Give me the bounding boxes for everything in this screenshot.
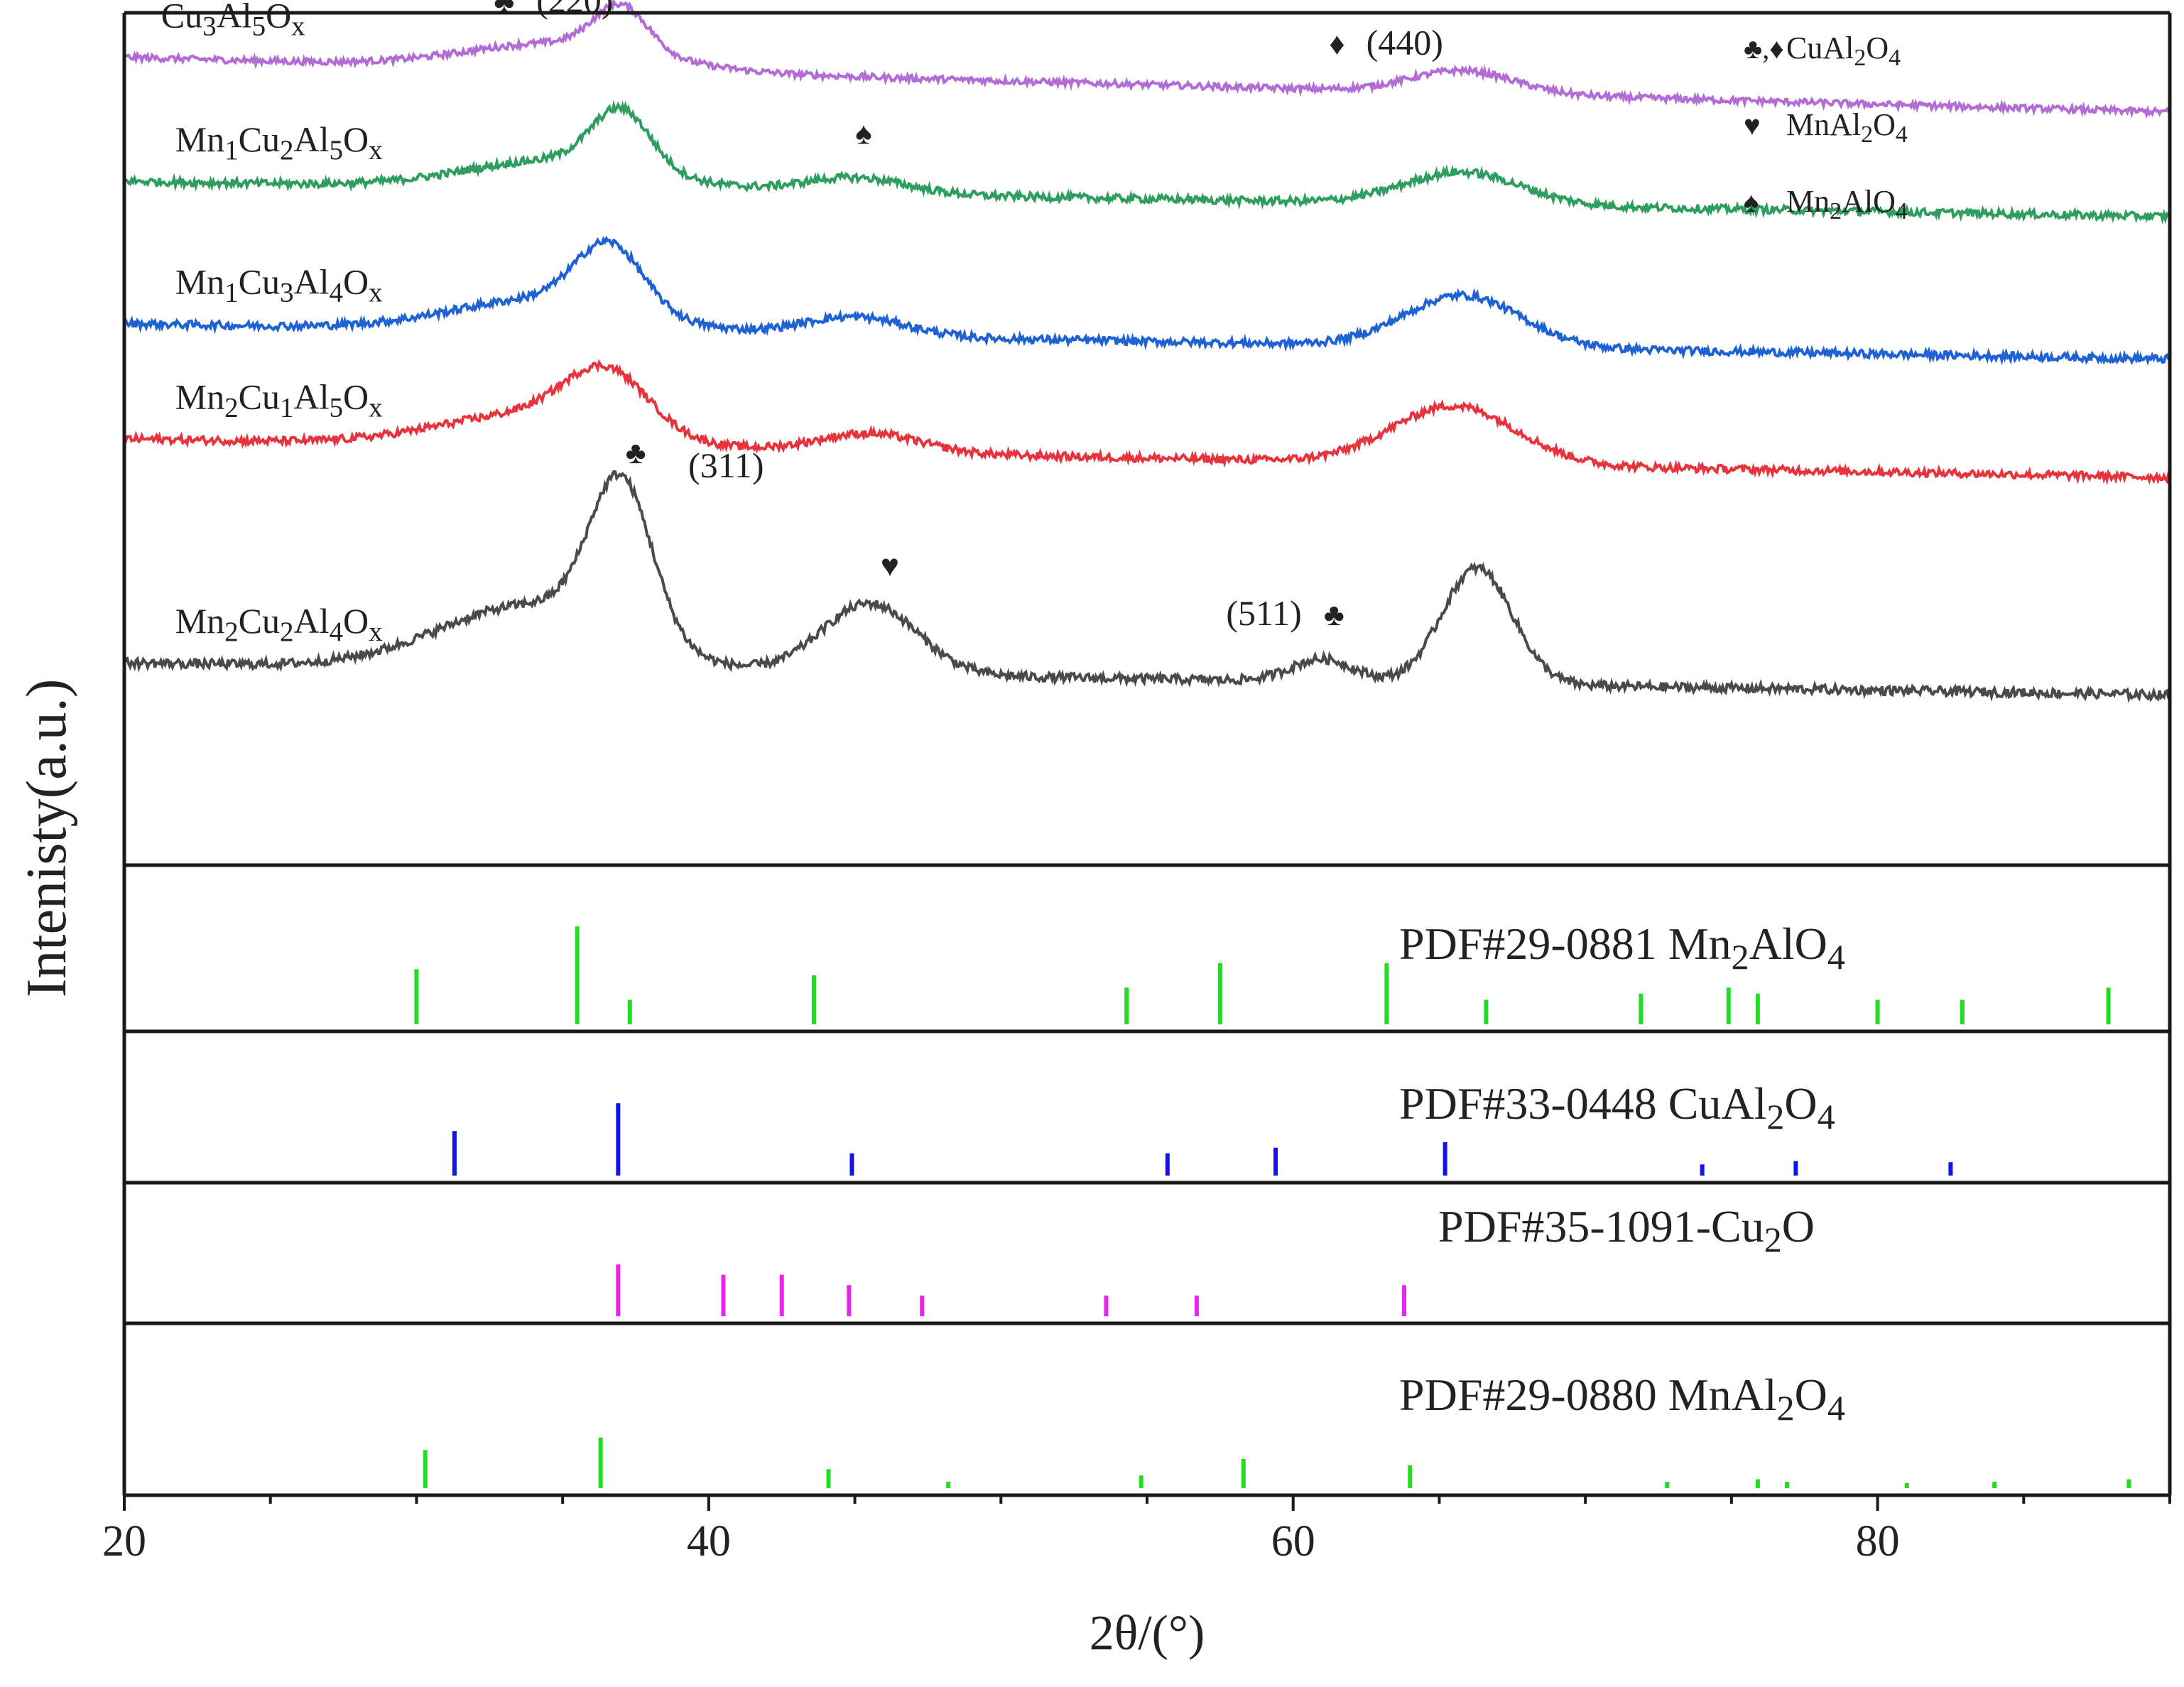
series-line <box>123 0 2171 119</box>
ref-panel-PDF#29-0880 MnAl2O4: PDF#29-0880 MnAl2O4 <box>423 1369 2131 1488</box>
ref-panel-label: PDF#33-0448 CuAl2O4 <box>1399 1078 1835 1137</box>
main-panel: Mn3Cu1Al4OxCu3Al5OxMn1Cu2Al5OxMn1Cu3Al4O… <box>123 0 2171 703</box>
peak-label: (511) <box>1226 593 1301 633</box>
x-tick-label: 80 <box>1856 1517 1900 1566</box>
peak-symbol: ♣ <box>1324 597 1344 632</box>
series-line <box>124 99 2171 225</box>
y-axis-label: Intenisty(a.u.) <box>16 679 78 998</box>
peak-annotation: ♣ (311) <box>626 435 764 485</box>
peak-annotation: ♦ (440) <box>1329 23 1443 63</box>
series-label: Mn2Cu1Al5Ox <box>175 377 383 423</box>
series-Mn1Cu2Al5Ox: Mn1Cu2Al5Ox <box>124 99 2171 225</box>
peak-symbol: ♣ <box>626 435 646 470</box>
series-line <box>123 359 2171 486</box>
peak-symbol: ♦ <box>1329 27 1344 62</box>
series-Mn1Cu3Al4Ox: Mn1Cu3Al4Ox <box>123 235 2171 366</box>
legend-label: Mn2AlO4 <box>1786 184 1908 224</box>
legend-symbol: ♣,♦ <box>1744 33 1784 65</box>
peak-annotation: ♣ (511) <box>1226 593 1344 633</box>
series-label: Cu3Al5Ox <box>161 0 305 41</box>
series-line <box>123 235 2171 366</box>
ref-panel-label: PDF#29-0880 MnAl2O4 <box>1399 1369 1845 1428</box>
ref-panel-PDF#33-0448 CuAl2O4: PDF#33-0448 CuAl2O4 <box>452 1078 1953 1176</box>
x-tick-label: 40 <box>687 1517 731 1566</box>
peak-annotation: ♠ <box>855 116 871 151</box>
x-tick-label: 60 <box>1271 1517 1315 1566</box>
axes: 20 40 60 80 2θ/(°) Intenisty(a.u.) <box>16 11 2172 1661</box>
series-Mn2Cu2Al4Ox: Mn2Cu2Al4Ox <box>123 470 2171 703</box>
x-axis-label: 2θ/(°) <box>1090 1606 1205 1661</box>
peak-annotation: ♣ (220) <box>494 0 613 20</box>
ref-panel-PDF#35-1091-Cu2O: PDF#35-1091-Cu2O <box>616 1201 1815 1316</box>
ref-panel-PDF#29-0881 Mn2AlO4: PDF#29-0881 Mn2AlO4 <box>414 918 2111 1024</box>
peak-annotation: ♥ <box>881 548 899 583</box>
peak-symbol: ♣ <box>494 0 514 19</box>
peak-label: (311) <box>688 445 764 485</box>
legend-symbol: ♠ <box>1744 186 1759 218</box>
legend: ♣,♦ CuAl2O4 ♥ MnAl2O4 ♠ Mn2AlO4 <box>1744 31 1908 224</box>
series-Mn2Cu1Al5Ox: Mn2Cu1Al5Ox <box>123 359 2171 486</box>
legend-symbol: ♥ <box>1744 109 1761 141</box>
series-label: Mn1Cu2Al5Ox <box>175 119 383 166</box>
series-Cu3Al5Ox: Cu3Al5Ox <box>123 0 2171 119</box>
reference-panels: PDF#29-0881 Mn2AlO4 PDF#33-0448 CuAl2O4 PD… <box>414 918 2131 1488</box>
peak-symbol: ♠ <box>855 116 871 151</box>
ref-panel-label: PDF#35-1091-Cu2O <box>1438 1201 1815 1259</box>
peak-symbol: ♥ <box>881 548 899 583</box>
legend-label: CuAl2O4 <box>1786 31 1901 71</box>
peak-label: (440) <box>1367 23 1443 63</box>
peak-label: (220) <box>536 0 613 20</box>
ref-panel-label: PDF#29-0881 Mn2AlO4 <box>1399 918 1845 977</box>
series-label: Mn2Cu2Al4Ox <box>175 601 383 647</box>
legend-label: MnAl2O4 <box>1786 107 1908 148</box>
series-label: Mn1Cu3Al4Ox <box>175 262 383 308</box>
x-tick-label: 20 <box>102 1517 146 1566</box>
series-line <box>123 470 2171 703</box>
